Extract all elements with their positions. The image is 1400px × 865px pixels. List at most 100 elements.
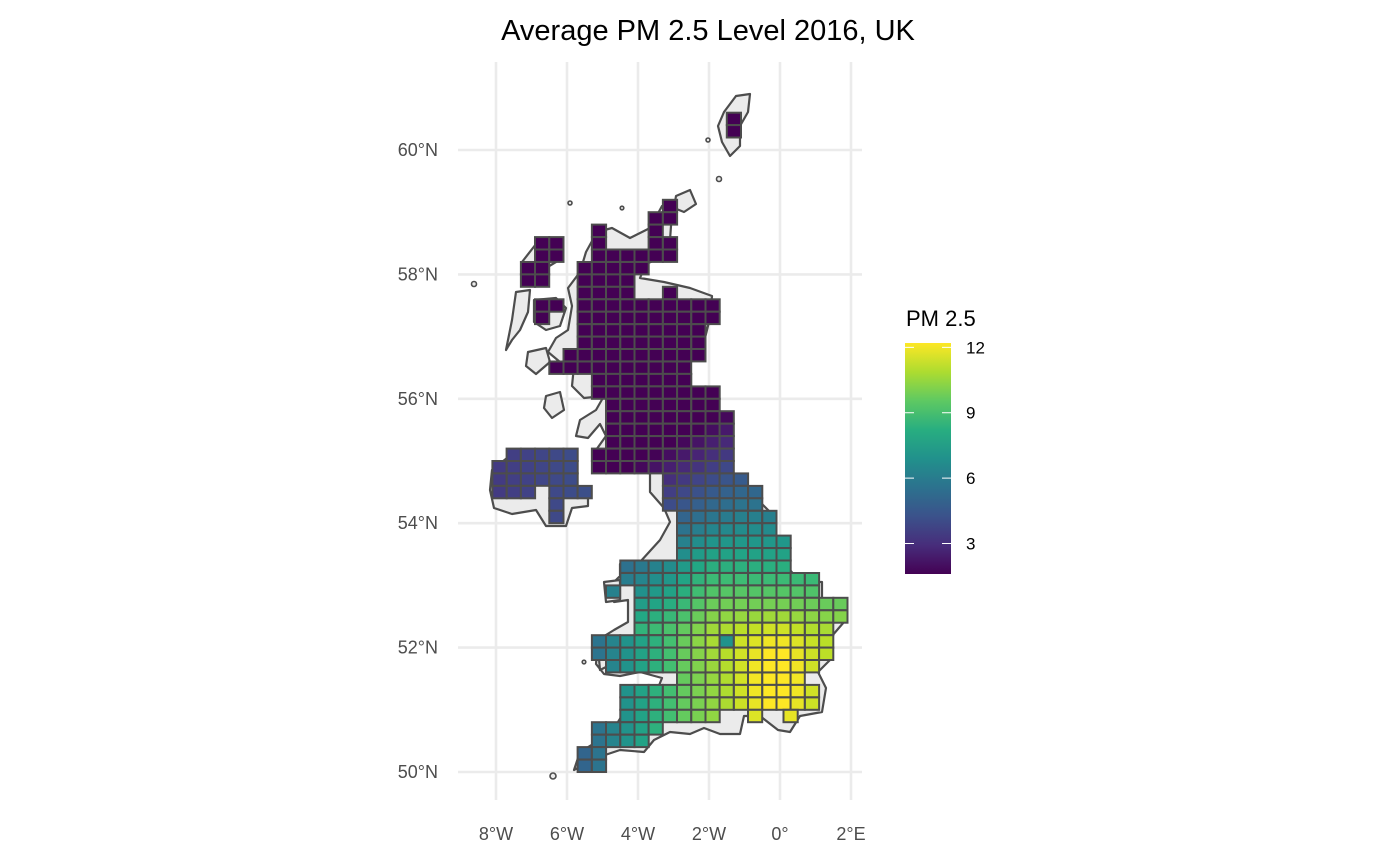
pm25-grid-cell [676, 596, 693, 612]
pm25-grid-cell [690, 335, 707, 351]
pm25-grid-cell [718, 435, 735, 450]
pm25-grid-cell [661, 335, 679, 351]
pm25-grid-cell [803, 646, 821, 661]
pm25-grid-cell [647, 621, 664, 637]
pm25-grid-cell [803, 683, 821, 699]
pm25-grid-cell [576, 261, 593, 276]
islay-outline [542, 390, 566, 420]
pm25-grid-cell [747, 634, 764, 649]
pm25-grid-cell [519, 460, 537, 475]
pm25-grid-cell [633, 310, 650, 326]
pm25-grid-cell [789, 646, 806, 661]
pm25-grid-cell [690, 559, 707, 574]
pm25-grid-cell [576, 348, 593, 363]
pm25-grid-cell [590, 721, 608, 736]
pm25-grid-cell [761, 559, 778, 574]
pm25-grid-cell [633, 683, 650, 699]
pm25-grid-cell [605, 248, 622, 263]
pm25-grid-cell [818, 634, 835, 649]
pm25-grid-cell [704, 484, 721, 500]
pm25-grid-cell [690, 584, 707, 599]
pm25-grid-cell [647, 323, 664, 338]
pm25-grid-cell [534, 298, 551, 313]
pm25-grid-cell [661, 460, 679, 475]
pm25-grid-cell [548, 460, 565, 475]
pm25-grid-cell [775, 659, 792, 674]
pm25-grid-cell [704, 559, 721, 574]
pm25-grid-cell [633, 348, 650, 363]
pm25-grid-cell [690, 484, 707, 500]
pm25-grid-cell [718, 559, 735, 574]
pm25-grid-cell [761, 634, 778, 649]
pm25-grid-cell [690, 323, 707, 338]
pm25-grid-cell [534, 248, 551, 263]
pm25-grid-cell [619, 261, 636, 276]
pm25-grid-cell [661, 323, 679, 338]
pm25-grid-cell [534, 236, 551, 251]
pm25-grid-cell [761, 621, 778, 637]
pm25-grid-cell [647, 422, 664, 438]
pm25-grid-cell [690, 683, 707, 699]
pm25-grid-cell [661, 248, 679, 263]
legend-tick-label: 12 [966, 338, 985, 357]
pm25-grid-cell [647, 310, 664, 326]
pm25-grid-cell [704, 509, 721, 525]
pm25-grid-cell [619, 559, 636, 574]
pm25-grid-cell [576, 484, 593, 500]
pm25-grid-cell [590, 261, 608, 276]
pm25-grid-cell [747, 497, 764, 512]
pm25-grid-cell [690, 509, 707, 525]
pm25-grid-cell [619, 348, 636, 363]
fair-isle-outline [715, 175, 723, 183]
pm25-grid-cell [619, 273, 636, 288]
pm25-grid-cell [605, 323, 622, 338]
pm25-grid-cell [576, 335, 593, 351]
pm25-grid-cell [718, 696, 735, 711]
pm25-grid-cell [534, 447, 551, 463]
pm25-grid-cell [690, 410, 707, 425]
pm25-grid-cell [732, 671, 750, 686]
pm25-grid-cell [562, 484, 579, 500]
pm25-grid-cell [647, 410, 664, 425]
pm25-grid-cells [491, 111, 849, 773]
pm25-grid-cell [576, 273, 593, 288]
pm25-grid-cell [590, 236, 608, 251]
pm25-grid-cell [661, 236, 679, 251]
pm25-grid-cell [704, 435, 721, 450]
pm25-grid-cell [661, 211, 679, 226]
pm25-grid-cell [676, 484, 693, 500]
pm25-grid-cell [661, 360, 679, 375]
pm25-grid-cell [690, 572, 707, 587]
pm25-grid-cell [605, 397, 622, 413]
pm25-grid-cell [590, 310, 608, 326]
pm25-grid-cell [690, 609, 707, 624]
pm25-grid-cell [576, 323, 593, 338]
pm25-grid-cell [676, 348, 693, 363]
pm25-grid-cell [647, 385, 664, 400]
pm25-grid-cell [676, 584, 693, 599]
y-tick-label: 52°N [398, 638, 438, 658]
pm25-grid-cell [661, 422, 679, 438]
pm25-grid-cell [647, 348, 664, 363]
pm25-grid-cell [676, 659, 693, 674]
pm25-grid-cell [732, 547, 750, 562]
pm25-grid-cell [761, 609, 778, 624]
pm25-grid-cell [747, 559, 764, 574]
pm25-grid-cell [661, 584, 679, 599]
pm25-grid-cell [789, 621, 806, 637]
pm25-grid-cell [747, 708, 764, 724]
pm25-grid-cell [761, 671, 778, 686]
pm25-grid-cell [661, 659, 679, 674]
legend-tick-labels: 3 6 9 12 [905, 338, 985, 553]
pm25-grid-cell [505, 447, 522, 463]
pm25-grid-cell [619, 721, 636, 736]
pm25-grid-cell [718, 447, 735, 463]
pm25-grid-cell [676, 323, 693, 338]
pm25-grid-cell [732, 646, 750, 661]
pm25-grid-cell [690, 497, 707, 512]
pm25-grid-cell [590, 634, 608, 649]
pm25-grid-cell [803, 572, 821, 587]
pm25-grid-cell [690, 447, 707, 463]
pm25-grid-cell [690, 596, 707, 612]
pm25-grid-cell [647, 397, 664, 413]
